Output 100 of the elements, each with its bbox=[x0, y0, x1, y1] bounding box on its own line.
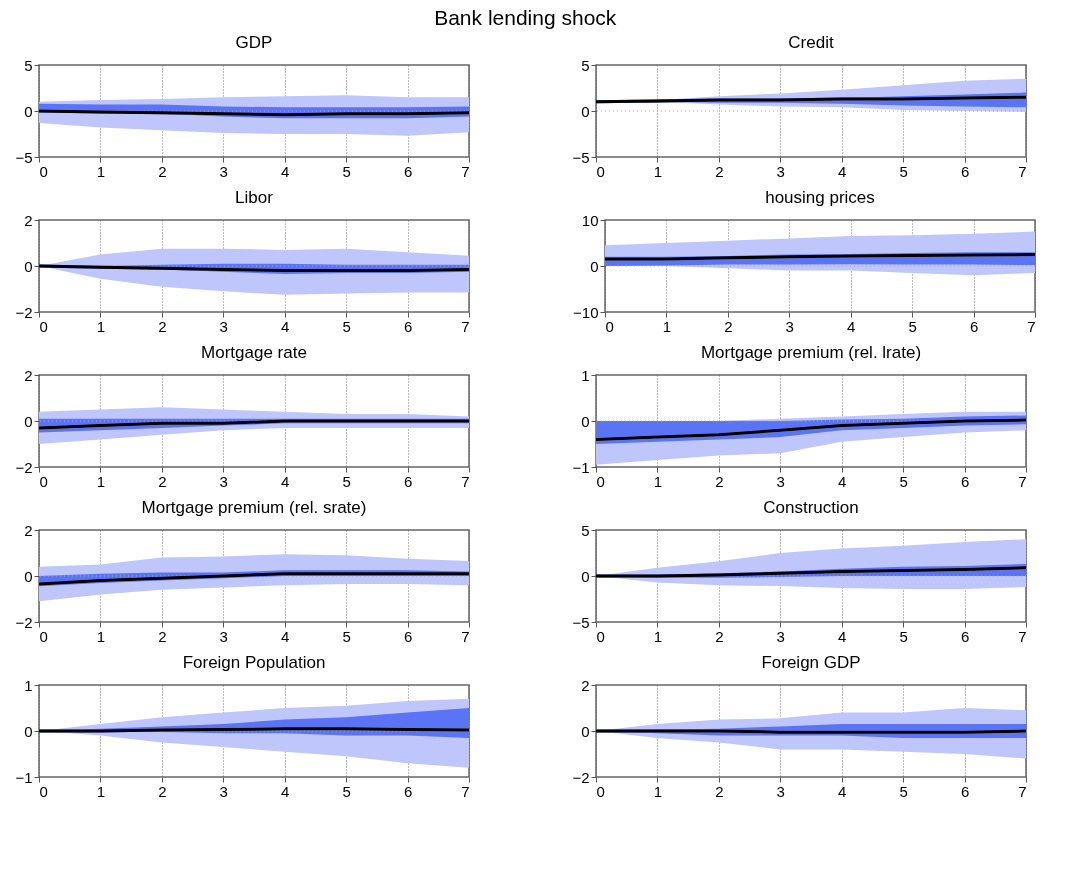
y-tick-label: −10 bbox=[573, 303, 599, 321]
x-tick-label: 6 bbox=[960, 782, 970, 800]
chart-title: Mortgage rate bbox=[201, 343, 307, 362]
x-tick-label: 4 bbox=[281, 627, 290, 645]
x-tick-label: 1 bbox=[653, 162, 663, 180]
x-tick-label: 6 bbox=[960, 472, 970, 490]
x-tick-label: 7 bbox=[461, 317, 470, 335]
x-tick-label: 5 bbox=[342, 782, 351, 800]
x-tick-label: 1 bbox=[96, 472, 106, 490]
chart-title: Mortgage premium (rel. lrate) bbox=[700, 343, 922, 362]
y-tick-label: 10 bbox=[581, 211, 599, 229]
y-tick-label: 0 bbox=[581, 722, 590, 740]
x-tick-label: 2 bbox=[158, 782, 167, 800]
x-tick-label: 7 bbox=[1027, 317, 1036, 335]
x-tick-label: 2 bbox=[715, 782, 724, 800]
chart-title: Foreign Population bbox=[182, 653, 326, 672]
x-tick-label: 5 bbox=[342, 472, 351, 490]
x-tick-label: 1 bbox=[653, 782, 663, 800]
y-tick-label: 0 bbox=[581, 102, 590, 120]
x-tick-label: 2 bbox=[158, 162, 167, 180]
y-tick-label: −2 bbox=[15, 458, 33, 476]
x-tick-label: 0 bbox=[39, 162, 48, 180]
y-tick-label: 5 bbox=[581, 56, 590, 74]
x-tick-label: 1 bbox=[662, 317, 672, 335]
x-tick-label: 6 bbox=[403, 782, 413, 800]
x-tick-label: 1 bbox=[96, 162, 106, 180]
y-tick-label: 2 bbox=[24, 521, 33, 539]
x-tick-label: 6 bbox=[403, 162, 413, 180]
text: Bank lending shock bbox=[434, 6, 617, 30]
x-tick-label: 1 bbox=[96, 317, 106, 335]
x-tick-label: 0 bbox=[39, 317, 48, 335]
x-tick-label: 5 bbox=[899, 782, 908, 800]
x-tick-label: 7 bbox=[1018, 627, 1027, 645]
y-tick-label: 0 bbox=[581, 567, 590, 585]
y-tick-label: 2 bbox=[24, 211, 33, 229]
x-tick-label: 0 bbox=[605, 317, 614, 335]
x-tick-label: 7 bbox=[461, 162, 470, 180]
x-tick-label: 3 bbox=[219, 162, 228, 180]
x-tick-label: 1 bbox=[653, 627, 663, 645]
x-tick-label: 4 bbox=[281, 162, 290, 180]
chart-title: housing prices bbox=[765, 188, 875, 207]
y-tick-label: 2 bbox=[24, 366, 33, 384]
y-tick-label: −5 bbox=[15, 148, 33, 166]
y-tick-label: 0 bbox=[24, 412, 33, 430]
chart-title: Mortgage premium (rel. srate) bbox=[141, 498, 367, 517]
x-tick-label: 6 bbox=[403, 317, 413, 335]
y-tick-label: −2 bbox=[15, 613, 33, 631]
y-tick-label: −1 bbox=[15, 768, 33, 786]
x-tick-label: 5 bbox=[899, 627, 908, 645]
y-tick-label: 1 bbox=[24, 676, 33, 694]
x-tick-label: 4 bbox=[838, 782, 847, 800]
y-tick-label: 0 bbox=[24, 567, 33, 585]
x-tick-label: 6 bbox=[403, 472, 413, 490]
x-tick-label: 2 bbox=[158, 317, 167, 335]
y-tick-label: −5 bbox=[572, 613, 590, 631]
chart-title: Construction bbox=[763, 498, 859, 517]
x-tick-label: 5 bbox=[342, 162, 351, 180]
x-tick-label: 3 bbox=[219, 627, 228, 645]
x-tick-label: 3 bbox=[219, 782, 228, 800]
x-tick-label: 2 bbox=[158, 627, 167, 645]
x-tick-label: 7 bbox=[1018, 782, 1027, 800]
y-tick-label: 0 bbox=[24, 722, 33, 740]
y-tick-label: −5 bbox=[572, 148, 590, 166]
x-tick-label: 3 bbox=[219, 472, 228, 490]
chart-title: GDP bbox=[235, 33, 273, 52]
x-tick-label: 6 bbox=[403, 627, 413, 645]
x-tick-label: 7 bbox=[1018, 472, 1027, 490]
x-tick-label: 4 bbox=[838, 472, 847, 490]
x-tick-label: 0 bbox=[39, 627, 48, 645]
y-tick-label: 2 bbox=[581, 676, 590, 694]
x-tick-label: 4 bbox=[281, 472, 290, 490]
x-tick-label: 3 bbox=[776, 472, 785, 490]
x-tick-label: 6 bbox=[960, 627, 970, 645]
x-tick-label: 2 bbox=[715, 472, 724, 490]
x-tick-label: 3 bbox=[776, 782, 785, 800]
x-tick-label: 6 bbox=[960, 162, 970, 180]
x-tick-label: 5 bbox=[342, 627, 351, 645]
x-tick-label: 3 bbox=[776, 162, 785, 180]
x-tick-label: 3 bbox=[219, 317, 228, 335]
x-tick-label: 2 bbox=[724, 317, 733, 335]
x-tick-label: 7 bbox=[461, 627, 470, 645]
y-tick-label: 5 bbox=[24, 56, 33, 74]
x-tick-label: 5 bbox=[908, 317, 917, 335]
x-tick-label: 4 bbox=[847, 317, 856, 335]
x-tick-label: 7 bbox=[1018, 162, 1027, 180]
y-tick-label: 1 bbox=[581, 366, 590, 384]
x-tick-label: 0 bbox=[39, 782, 48, 800]
x-tick-label: 2 bbox=[158, 472, 167, 490]
y-tick-label: 0 bbox=[590, 257, 599, 275]
y-tick-label: −1 bbox=[572, 458, 590, 476]
y-tick-label: 0 bbox=[581, 412, 590, 430]
x-tick-label: 5 bbox=[342, 317, 351, 335]
x-tick-label: 7 bbox=[461, 472, 470, 490]
x-tick-label: 0 bbox=[39, 472, 48, 490]
x-tick-label: 2 bbox=[715, 162, 724, 180]
y-tick-label: −2 bbox=[572, 768, 590, 786]
x-tick-label: 4 bbox=[838, 162, 847, 180]
x-tick-label: 4 bbox=[281, 782, 290, 800]
x-tick-label: 4 bbox=[281, 317, 290, 335]
y-tick-label: 0 bbox=[24, 257, 33, 275]
